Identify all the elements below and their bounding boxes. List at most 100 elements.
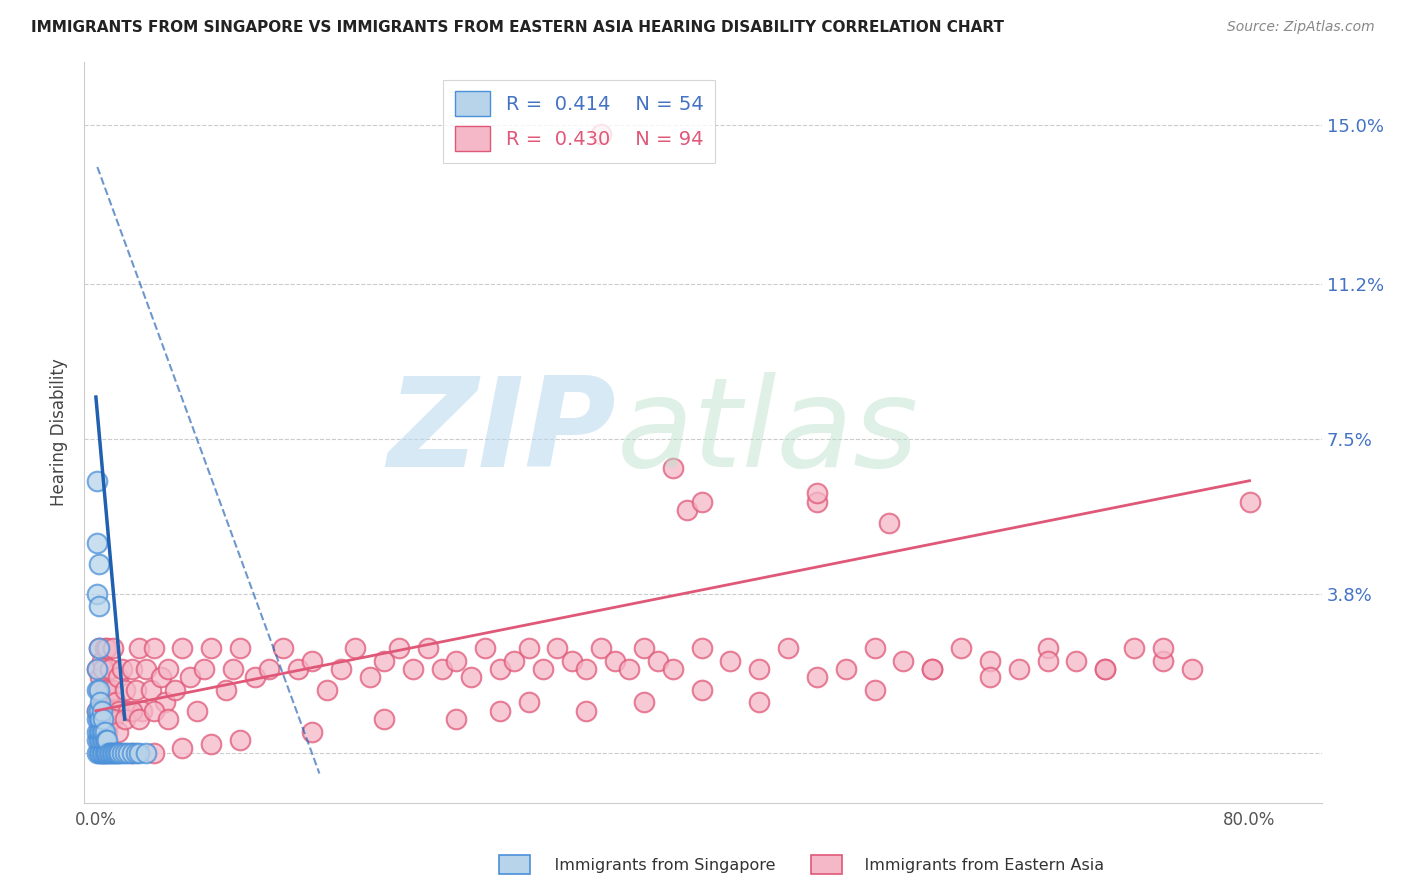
Point — [131, 704, 153, 718]
Point — [93, 724, 115, 739]
Point — [87, 724, 110, 739]
Point — [1094, 662, 1116, 676]
Point — [89, 695, 111, 709]
Point — [87, 682, 110, 697]
Point — [89, 712, 111, 726]
Point — [546, 640, 568, 655]
Point — [108, 704, 131, 718]
Point — [488, 704, 510, 718]
Point — [172, 741, 194, 756]
Point — [460, 670, 482, 684]
Point — [86, 733, 108, 747]
Point — [114, 682, 136, 697]
Point — [93, 746, 115, 760]
Point — [229, 733, 252, 747]
Point — [98, 712, 121, 726]
Point — [589, 640, 612, 655]
Point — [121, 746, 143, 760]
Point — [117, 704, 139, 718]
Point — [121, 746, 143, 760]
Point — [1066, 654, 1088, 668]
Point — [517, 695, 540, 709]
Text: Source: ZipAtlas.com: Source: ZipAtlas.com — [1227, 20, 1375, 34]
Point — [139, 682, 162, 697]
Point — [142, 640, 165, 655]
Point — [315, 682, 337, 697]
Point — [91, 733, 114, 747]
Point — [661, 461, 683, 475]
Point — [402, 662, 425, 676]
Text: IMMIGRANTS FROM SINGAPORE VS IMMIGRANTS FROM EASTERN ASIA HEARING DISABILITY COR: IMMIGRANTS FROM SINGAPORE VS IMMIGRANTS … — [31, 20, 1004, 35]
Point — [1123, 640, 1146, 655]
Point — [215, 682, 238, 697]
Point — [86, 474, 108, 488]
Point — [89, 733, 111, 747]
Point — [359, 670, 381, 684]
Point — [1036, 640, 1059, 655]
Point — [135, 662, 157, 676]
Point — [128, 640, 150, 655]
Text: ZIP: ZIP — [388, 372, 616, 493]
Point — [93, 733, 115, 747]
Point — [575, 704, 598, 718]
Point — [503, 654, 526, 668]
Point — [165, 682, 187, 697]
Point — [388, 640, 411, 655]
Point — [373, 654, 395, 668]
Point — [107, 724, 129, 739]
Point — [589, 127, 612, 141]
Point — [100, 746, 122, 760]
Point — [98, 662, 121, 676]
Point — [835, 662, 858, 676]
Point — [950, 640, 973, 655]
Point — [111, 746, 134, 760]
Point — [107, 746, 129, 760]
Point — [373, 712, 395, 726]
Point — [86, 746, 108, 760]
Point — [153, 695, 176, 709]
Point — [156, 712, 179, 726]
Point — [103, 712, 125, 726]
Y-axis label: Hearing Disability: Hearing Disability — [51, 359, 69, 507]
Point — [893, 654, 915, 668]
Point — [1036, 654, 1059, 668]
Point — [806, 670, 828, 684]
Point — [979, 670, 1001, 684]
Point — [179, 670, 201, 684]
Point — [97, 695, 120, 709]
Point — [748, 662, 770, 676]
Point — [96, 724, 118, 739]
Point — [661, 662, 683, 676]
Point — [1239, 494, 1261, 508]
Point — [98, 704, 121, 718]
Point — [748, 695, 770, 709]
Point — [142, 746, 165, 760]
Point — [446, 654, 468, 668]
Point — [114, 746, 136, 760]
Point — [91, 662, 114, 676]
Point — [474, 640, 496, 655]
Point — [690, 682, 713, 697]
Point — [135, 746, 157, 760]
Point — [91, 746, 114, 760]
Point — [979, 654, 1001, 668]
Point — [718, 654, 741, 668]
Point — [273, 640, 295, 655]
Point — [446, 712, 468, 726]
Point — [91, 724, 114, 739]
Point — [93, 640, 115, 655]
Point — [690, 494, 713, 508]
Legend: R =  0.414    N = 54, R =  0.430    N = 94: R = 0.414 N = 54, R = 0.430 N = 94 — [443, 79, 716, 162]
Point — [575, 662, 598, 676]
Point — [94, 746, 117, 760]
Point — [94, 704, 117, 718]
Point — [301, 724, 323, 739]
Text: atlas: atlas — [616, 372, 918, 493]
Point — [86, 724, 108, 739]
Point — [90, 746, 112, 760]
Point — [96, 640, 118, 655]
Point — [91, 712, 114, 726]
Point — [87, 733, 110, 747]
Point — [87, 746, 110, 760]
Point — [1152, 654, 1174, 668]
